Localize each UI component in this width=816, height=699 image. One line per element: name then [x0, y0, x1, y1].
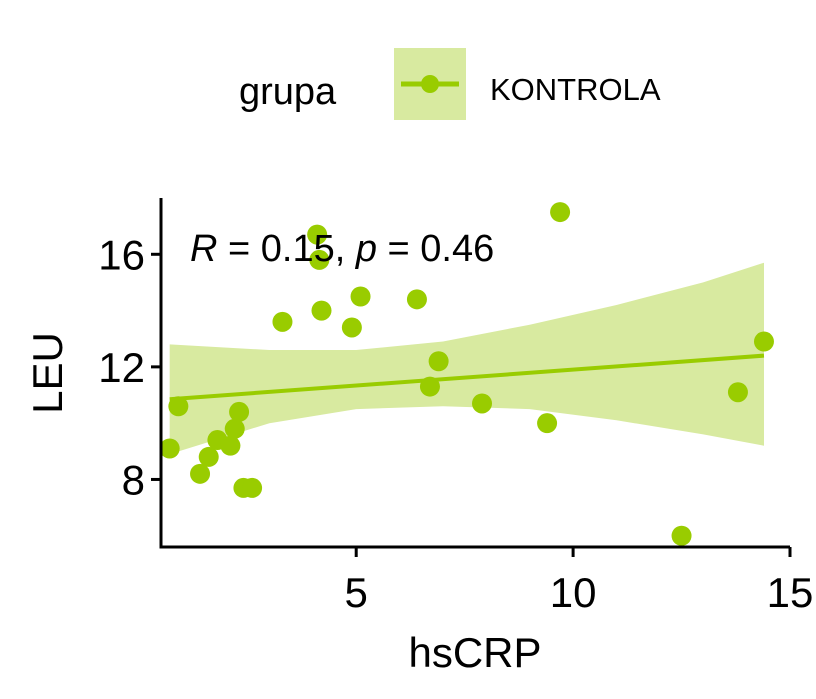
- data-point: [311, 300, 332, 321]
- data-point: [350, 286, 371, 307]
- y-tick-label: 12: [98, 344, 145, 391]
- r-value: = 0.15,: [217, 228, 355, 270]
- points-layer: [159, 202, 774, 546]
- data-point: [537, 413, 558, 434]
- data-point: [428, 351, 449, 372]
- data-point: [309, 249, 330, 270]
- data-point: [727, 382, 748, 403]
- data-point: [242, 477, 263, 498]
- fit-line-layer: [169, 353, 765, 402]
- x-axis-title: hsCRP: [408, 629, 541, 676]
- data-point: [224, 418, 245, 439]
- data-point: [550, 202, 571, 223]
- x-tick-label: 5: [345, 569, 368, 616]
- data-point: [220, 435, 241, 456]
- data-point: [198, 446, 219, 467]
- p-label: p: [355, 228, 377, 270]
- y-axis-title: LEU: [24, 332, 71, 414]
- x-ticks: 5 10 15: [345, 547, 814, 616]
- data-point: [753, 331, 774, 352]
- r-label: R: [190, 228, 217, 270]
- y-tick-label: 16: [98, 231, 145, 278]
- data-point: [419, 376, 440, 397]
- regression-line: [169, 353, 765, 402]
- confidence-band: [169, 262, 764, 455]
- confidence-band-layer: [169, 262, 764, 455]
- data-point: [190, 463, 211, 484]
- legend-key-point: [421, 75, 439, 93]
- data-point: [406, 289, 427, 310]
- y-ticks: 8 12 16: [98, 231, 161, 503]
- legend: grupa KONTROLA: [239, 48, 661, 120]
- data-point: [272, 311, 293, 332]
- correlation-annotation: R = 0.15, p = 0.46: [190, 228, 494, 270]
- data-point: [229, 401, 250, 422]
- data-point: [159, 438, 180, 459]
- data-point: [671, 525, 692, 546]
- legend-series-label: KONTROLA: [490, 72, 661, 107]
- data-point: [307, 224, 328, 245]
- legend-title: grupa: [239, 71, 337, 113]
- p-value: = 0.46: [377, 228, 494, 270]
- data-point: [472, 393, 493, 414]
- data-point: [341, 317, 362, 338]
- x-tick-label: 15: [767, 569, 814, 616]
- data-point: [168, 396, 189, 417]
- x-tick-label: 10: [550, 569, 597, 616]
- y-tick-label: 8: [122, 456, 145, 503]
